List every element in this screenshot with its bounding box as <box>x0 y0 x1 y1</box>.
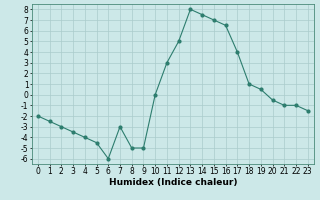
X-axis label: Humidex (Indice chaleur): Humidex (Indice chaleur) <box>108 178 237 187</box>
